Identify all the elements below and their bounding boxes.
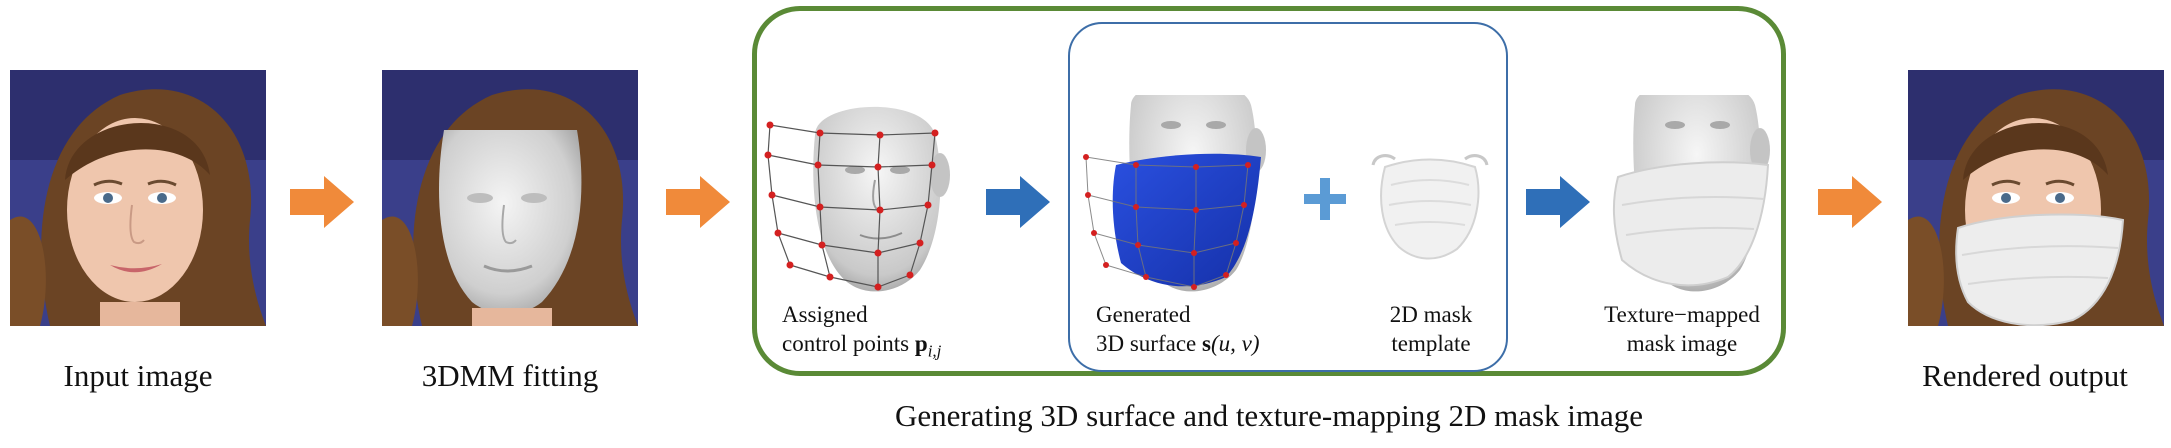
surface-template-subgroup-frame — [1068, 22, 1508, 372]
input-image-label: Input image — [63, 358, 213, 393]
control-points-subscript: i,j — [927, 341, 942, 361]
group-caption: Generating 3D surface and texture-mappin… — [894, 398, 1644, 433]
surface-generation-group-frame — [752, 6, 1786, 376]
control-points-caption-line2: control points pi,j — [782, 329, 941, 366]
input-image — [10, 70, 267, 326]
generated-surface-caption-line1: Generated — [1096, 302, 1191, 327]
generated-surface-caption-line2: 3D surface s(u, v) — [1096, 329, 1260, 358]
control-points-symbol: p — [914, 331, 928, 356]
arrow-right-icon — [290, 176, 354, 228]
mask-template-caption-line2: template — [1391, 331, 1471, 356]
control-points-caption: Assigned control points pi,j — [782, 300, 941, 366]
plus-icon — [1300, 174, 1350, 224]
rendered-output-label: Rendered output — [1922, 358, 2128, 393]
generated-surface-caption: Generated 3D surface s(u, v) — [1096, 300, 1260, 358]
surface-symbol: s — [1202, 331, 1211, 356]
arrow-right-icon — [666, 176, 730, 228]
texture-mapped-caption-line2: mask image — [1626, 331, 1738, 356]
control-points-text: control points — [782, 331, 915, 356]
mask-template-caption: 2D mask template — [1368, 300, 1494, 358]
arrow-right-icon — [1526, 176, 1590, 228]
texture-mapped-caption-line1: Texture−mapped — [1604, 302, 1760, 327]
arrow-right-icon — [986, 176, 1050, 228]
fitting-image — [382, 70, 638, 326]
control-points-figure — [760, 95, 970, 300]
texture-mapped-caption: Texture−mapped mask image — [1592, 300, 1772, 358]
control-points-caption-line1: Assigned — [782, 302, 868, 327]
surface-arguments: (u, v) — [1210, 331, 1260, 356]
fitting-image-label: 3DMM fitting — [421, 358, 599, 393]
generated-surface-figure — [1076, 80, 1286, 300]
mask-template-caption-line1: 2D mask — [1389, 302, 1473, 327]
mask-template-figure — [1365, 145, 1495, 265]
rendered-output-image — [1908, 70, 2164, 327]
texture-mapped-figure — [1600, 80, 1775, 300]
generated-surface-text: 3D surface — [1096, 331, 1203, 356]
arrow-right-icon — [1818, 176, 1882, 228]
